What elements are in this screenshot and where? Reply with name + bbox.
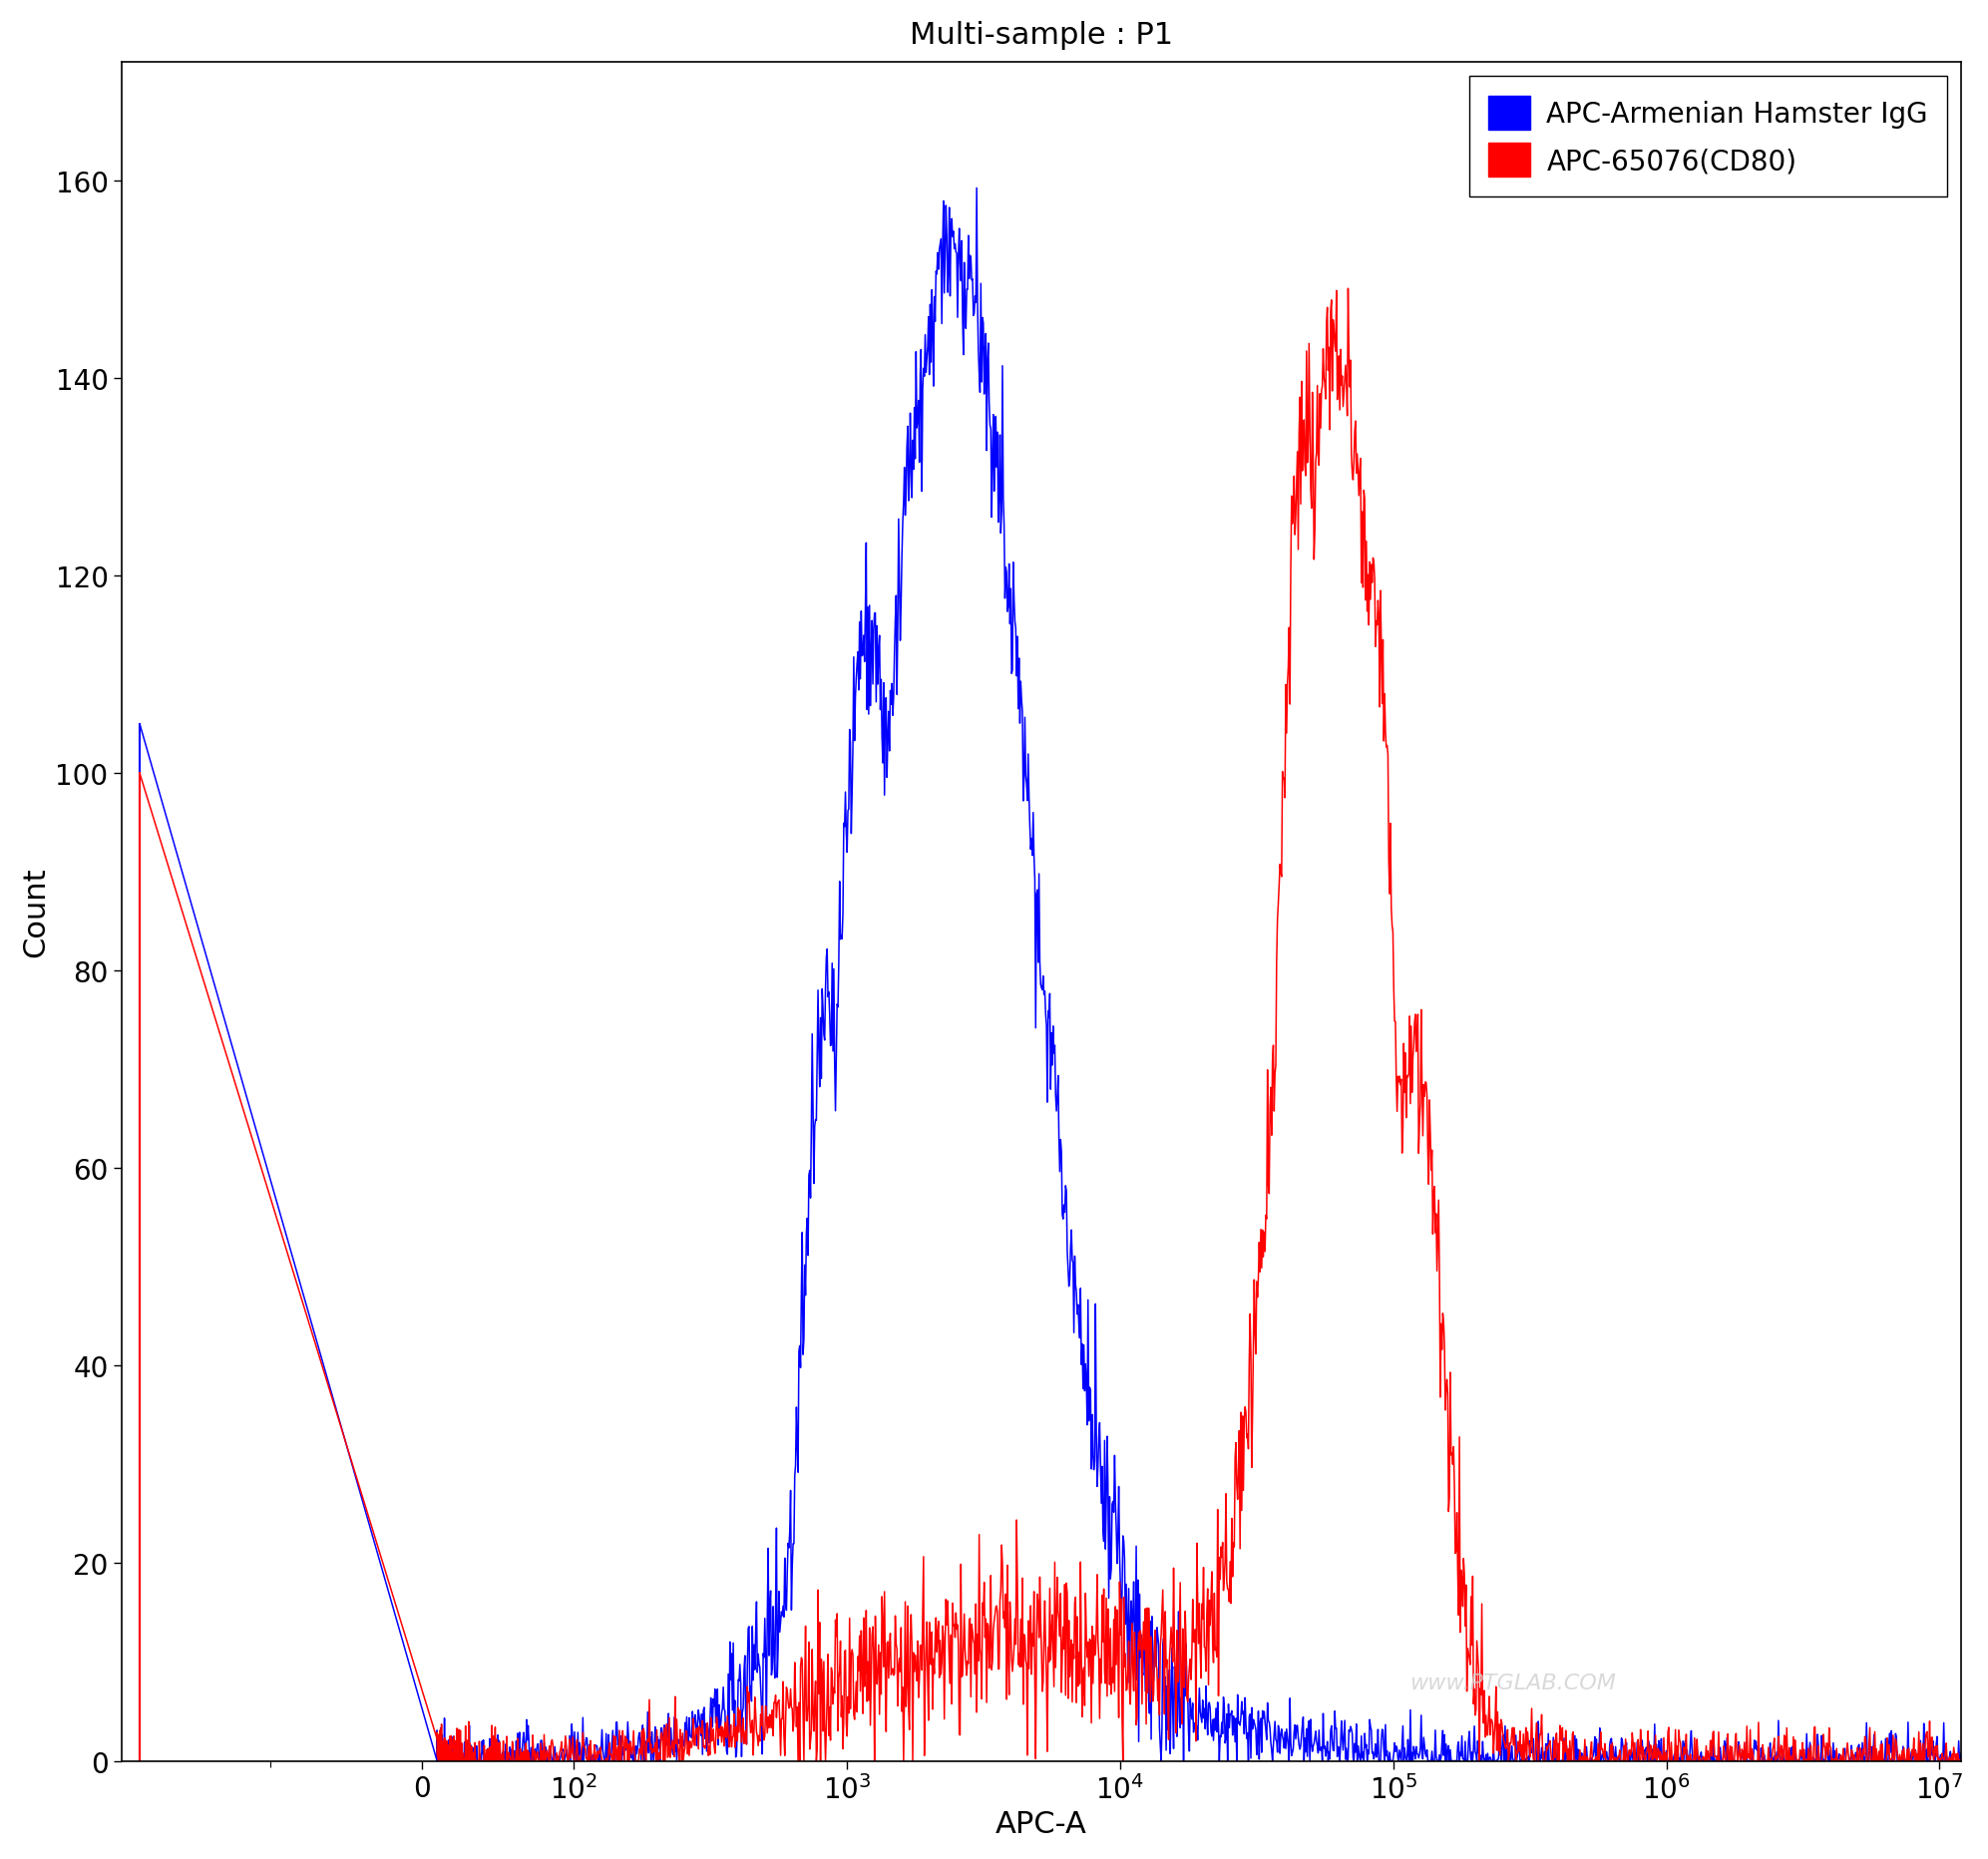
Legend: APC-Armenian Hamster IgG, APC-65076(CD80): APC-Armenian Hamster IgG, APC-65076(CD80… bbox=[1469, 76, 1948, 197]
X-axis label: APC-A: APC-A bbox=[996, 1809, 1087, 1839]
Title: Multi-sample : P1: Multi-sample : P1 bbox=[911, 20, 1173, 50]
Text: www.PTGLAB.COM: www.PTGLAB.COM bbox=[1409, 1673, 1616, 1694]
Y-axis label: Count: Count bbox=[20, 866, 50, 957]
